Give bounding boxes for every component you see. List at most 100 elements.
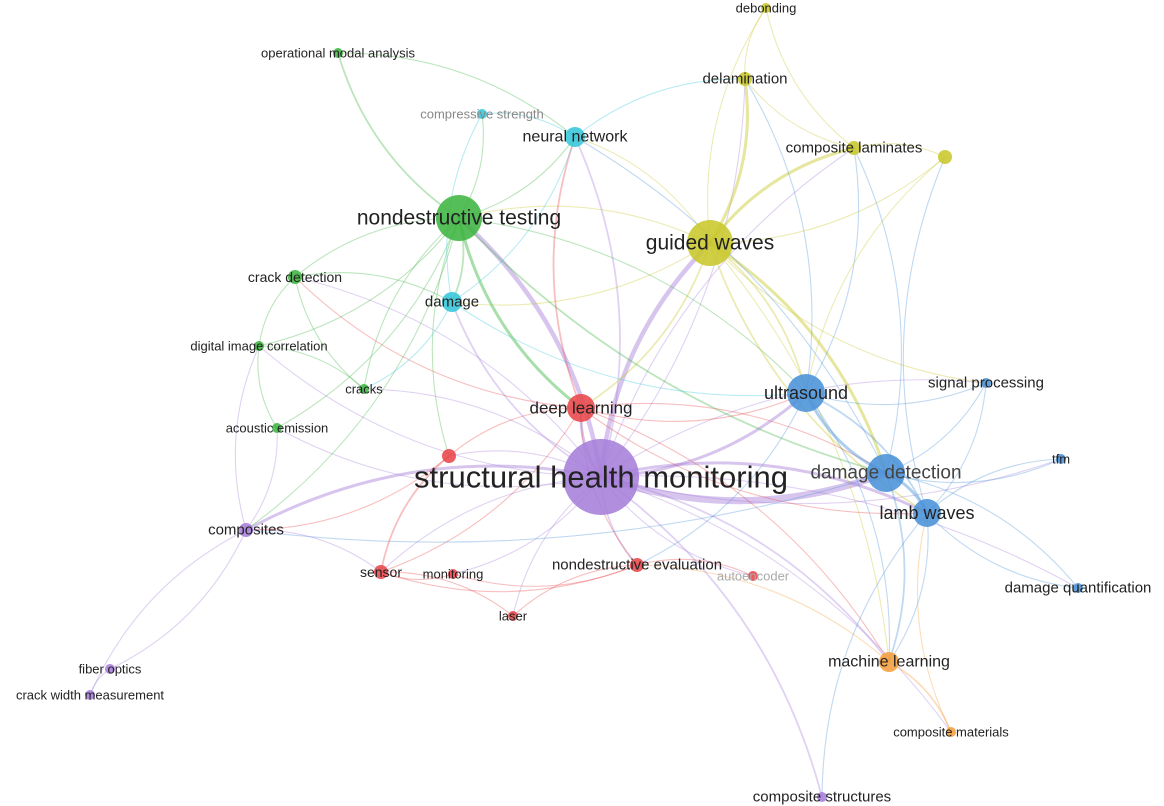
edge-del-cl: [744, 78, 855, 149]
node-lw[interactable]: [913, 499, 941, 527]
edge-dic-ae: [257, 345, 278, 429]
node-las[interactable]: [508, 611, 518, 621]
edge-dl-lw: [580, 407, 928, 515]
edge-shm-tfm: [600, 458, 1062, 505]
edge-shm-ae: [276, 427, 602, 488]
node-cm[interactable]: [946, 727, 956, 737]
edge-dl-cd: [294, 276, 582, 409]
label-dd: damage detection: [810, 463, 961, 484]
edge-us-del: [744, 78, 813, 394]
label-ae: acoustic emission: [226, 421, 329, 436]
edge-ml-cm: [888, 661, 952, 733]
node-ndt[interactable]: [436, 195, 482, 241]
node-cs[interactable]: [477, 109, 487, 119]
edge-shm-comp: [244, 464, 603, 532]
edge-nn-dam: [451, 136, 576, 303]
edge-lw-tfm: [926, 458, 1062, 514]
node-cl[interactable]: [847, 141, 861, 155]
node-dam[interactable]: [442, 292, 462, 312]
node-ae2[interactable]: [748, 571, 758, 581]
edge-cl-yx: [853, 143, 946, 158]
edge-us-nde: [636, 392, 807, 566]
edge-shm-cd: [294, 276, 602, 478]
label-del: delamination: [702, 71, 787, 88]
label-ml: machine learning: [828, 654, 950, 671]
edge-gw-deb: [707, 7, 767, 244]
node-nde[interactable]: [630, 558, 644, 572]
edge-shm-ml: [600, 476, 890, 663]
label-fo: fiber optics: [79, 662, 142, 677]
edge-mon-nde: [452, 564, 638, 587]
node-oma[interactable]: [333, 48, 343, 58]
edge-dd-comp: [245, 472, 887, 543]
node-us[interactable]: [787, 374, 825, 412]
edge-shm-nn: [574, 136, 621, 478]
edge-deb-cl: [765, 7, 855, 149]
edge-gw-us: [709, 242, 807, 394]
node-dic[interactable]: [254, 341, 264, 351]
node-dl[interactable]: [567, 394, 595, 422]
label-cm: composite materials: [893, 725, 1009, 740]
edge-cd-cr: [294, 276, 365, 390]
edge-nde-las: [512, 564, 638, 617]
edge-comp-ae: [245, 427, 278, 531]
node-ml[interactable]: [879, 652, 899, 672]
node-deb[interactable]: [761, 3, 771, 13]
node-ae[interactable]: [272, 423, 282, 433]
node-dd[interactable]: [867, 454, 905, 492]
node-sp[interactable]: [981, 378, 991, 388]
label-layer: structural health monitoring nondestructi…: [16, 1, 1151, 806]
node-mon[interactable]: [448, 569, 458, 579]
node-del[interactable]: [738, 72, 752, 86]
edge-sen-rx: [380, 455, 450, 573]
node-comp[interactable]: [239, 523, 253, 537]
edge-shm-del: [600, 78, 746, 478]
label-cst: composite structures: [753, 789, 891, 806]
edge-dam-cr: [363, 301, 453, 390]
label-nde: nondestructive evaluation: [552, 557, 722, 574]
edge-dl-nn: [552, 136, 582, 409]
label-cwm: crack width measurement: [16, 688, 164, 703]
node-rx[interactable]: [442, 449, 456, 463]
node-cst[interactable]: [817, 792, 827, 802]
edge-dd-cl: [853, 147, 902, 474]
node-dq[interactable]: [1073, 583, 1083, 593]
edge-shm-ndt: [456, 215, 604, 480]
node-shm[interactable]: [563, 439, 639, 515]
edge-lw-cst: [821, 512, 928, 798]
edge-sen-mon: [380, 571, 454, 581]
label-ndt: nondestructive testing: [357, 207, 561, 230]
edge-nn-del: [574, 78, 746, 138]
node-cr[interactable]: [359, 384, 369, 394]
label-sen: sensor: [360, 564, 402, 580]
edge-gw-dd: [708, 241, 888, 475]
edge-gw-ndt: [458, 205, 711, 244]
node-sen[interactable]: [374, 565, 388, 579]
label-cl: composite laminates: [786, 140, 923, 157]
label-sp: signal processing: [928, 375, 1044, 392]
edge-lw-sp: [926, 382, 987, 514]
edge-dd-nn: [574, 136, 887, 474]
edge-dl-ml: [580, 407, 890, 663]
label-tfm: tfm: [1052, 452, 1070, 467]
node-tfm[interactable]: [1056, 454, 1066, 464]
edge-cd-dam: [294, 272, 453, 303]
node-cd[interactable]: [288, 270, 302, 284]
edge-nde-ae2: [636, 558, 754, 577]
node-gw[interactable]: [687, 220, 733, 266]
node-fo[interactable]: [105, 664, 115, 674]
node-layer: [85, 3, 1083, 802]
edge-lw-dq: [926, 512, 1079, 589]
node-nn[interactable]: [565, 127, 585, 147]
node-yx[interactable]: [938, 150, 952, 164]
edge-oma-nn: [337, 52, 576, 138]
label-comp: composites: [208, 522, 284, 539]
edge-shm-cst: [600, 476, 823, 798]
node-cwm[interactable]: [85, 690, 95, 700]
edge-dl-rx: [448, 407, 582, 457]
edge-dam-us: [451, 301, 807, 397]
label-dq: damage quantification: [1005, 580, 1152, 597]
edge-us-sp: [805, 382, 987, 406]
label-shm: structural health monitoring: [414, 460, 788, 495]
edge-gw-yx: [709, 156, 946, 244]
